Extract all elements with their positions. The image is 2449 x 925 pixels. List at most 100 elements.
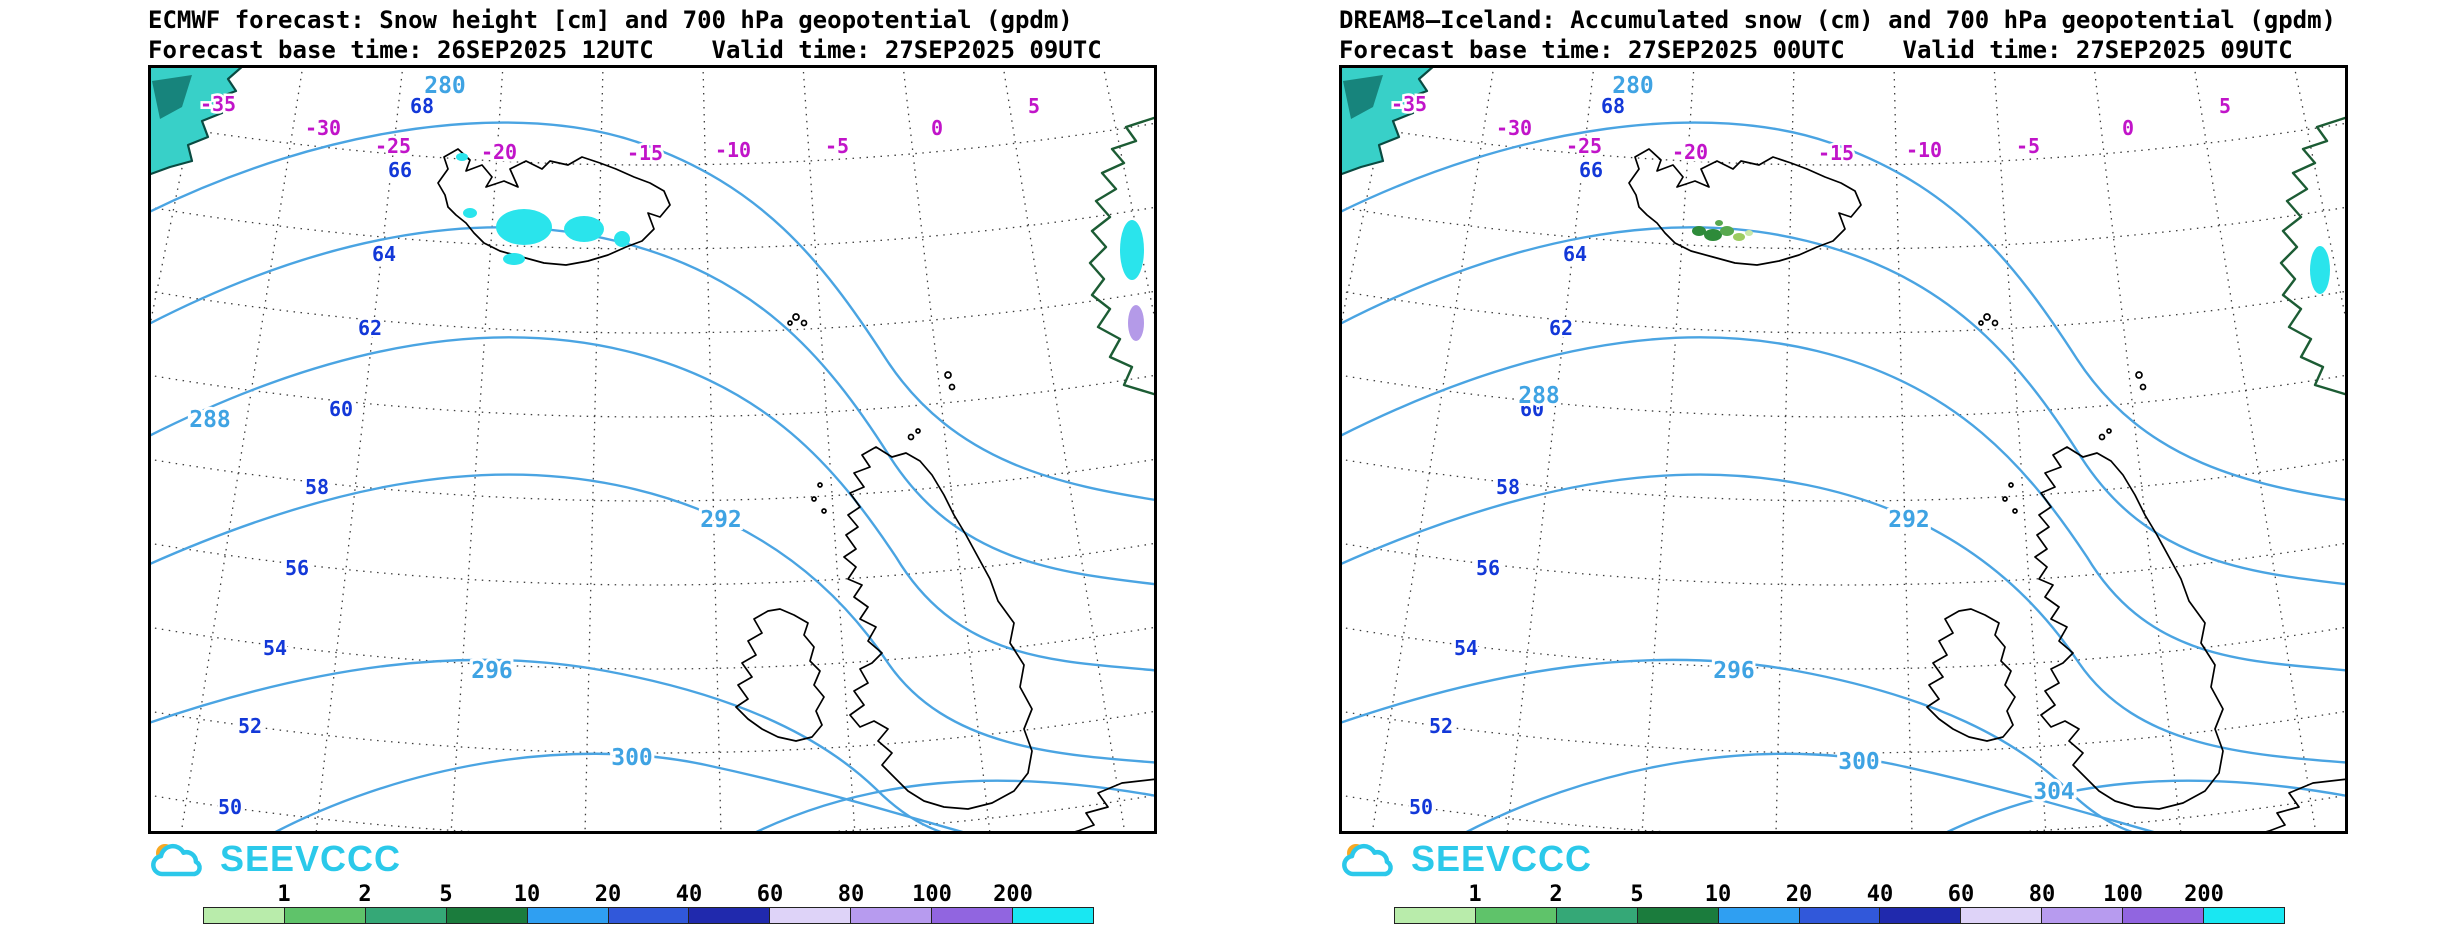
colorbar-tick: 80	[2028, 882, 2056, 907]
panel-title: DREAM8–Iceland: Accumulated snow (cm) an…	[1339, 6, 2336, 34]
longitude-label: -30	[1496, 116, 1532, 140]
longitude-label: 0	[2122, 116, 2134, 140]
colorbar-segment	[1880, 908, 1962, 923]
latitude-label: 60	[1520, 397, 1544, 421]
contour-label: 296	[471, 658, 513, 684]
colorbar-tick: 40	[675, 882, 703, 907]
map-frame	[1339, 65, 2348, 834]
latitude-label: 56	[285, 556, 309, 580]
colorbar-tick: 200	[993, 882, 1033, 907]
contour-label: 292	[1888, 507, 1930, 533]
snow-patch	[1692, 226, 1706, 236]
colorbar-segment	[689, 908, 771, 923]
colorbar-segment	[284, 908, 366, 923]
latitude-label: 66	[1579, 158, 1603, 182]
contour-label: 280	[424, 73, 466, 99]
longitude-label: -20	[481, 140, 517, 164]
colorbar-segment	[2042, 908, 2124, 923]
colorbar-tick: 60	[756, 882, 784, 907]
colorbar-tick: 20	[594, 882, 622, 907]
contour-label: 288	[1518, 383, 1560, 409]
colorbar-segment	[2123, 908, 2205, 923]
colorbar-tick: 2	[358, 882, 372, 907]
longitude-label: 5	[1028, 94, 1040, 118]
snow-colorbar: 1 2 5 10 20 40 60 80 100 200	[1394, 882, 2285, 924]
latitude-label: 52	[1429, 714, 1453, 738]
latitude-label: 58	[305, 475, 329, 499]
latitude-label: 62	[1549, 316, 1573, 340]
colorbar-ticks: 1 2 5 10 20 40 60 80 100 200	[203, 882, 1094, 907]
contour-label: 292	[700, 507, 742, 533]
colorbar-bar	[203, 907, 1094, 924]
longitude-label: 5	[2219, 94, 2231, 118]
latitude-label: 52	[238, 714, 262, 738]
longitude-label: -10	[1906, 138, 1942, 162]
latitude-label: 58	[1496, 475, 1520, 499]
logo-text: SEEVCCC	[220, 838, 402, 879]
contour-label: 304	[2033, 779, 2075, 805]
colorbar-segment	[608, 908, 690, 923]
colorbar-segment	[1637, 908, 1719, 923]
colorbar-tick: 100	[912, 882, 952, 907]
snow-patch	[456, 153, 468, 161]
snow-patch	[496, 209, 552, 245]
map-frame	[148, 65, 1157, 834]
colorbar-segment	[527, 908, 609, 923]
colorbar-tick: 200	[2184, 882, 2224, 907]
colorbar-tick: 2	[1549, 882, 1563, 907]
panel-dream8: DREAM8–Iceland: Accumulated snow (cm) an…	[1339, 0, 2348, 834]
longitude-label: -5	[825, 134, 849, 158]
contour-label: 300	[1838, 749, 1880, 775]
cloud-sun-icon	[151, 843, 202, 877]
latitude-label: 64	[372, 242, 396, 266]
longitude-label: -5	[2016, 134, 2040, 158]
longitude-label: -15	[1818, 141, 1854, 165]
colorbar-segment	[1395, 908, 1476, 923]
latitude-label: 66	[388, 158, 412, 182]
latitude-label: 56	[1476, 556, 1500, 580]
longitude-label: -35	[200, 92, 236, 116]
snow-patch	[564, 216, 604, 242]
snow-patch	[503, 253, 525, 265]
colorbar-segment	[2204, 908, 2284, 923]
snow-patch-norway	[1128, 305, 1144, 341]
panel-titles: DREAM8–Iceland: Accumulated snow (cm) an…	[1339, 0, 2348, 65]
colorbar-tick: 20	[1785, 882, 1813, 907]
longitude-label: -25	[375, 134, 411, 158]
longitude-label: 0	[931, 116, 943, 140]
colorbar-tick: 60	[1947, 882, 1975, 907]
latitude-label: 54	[263, 636, 287, 660]
longitude-label: -35	[1391, 92, 1427, 116]
colorbar-segment	[1556, 908, 1638, 923]
panel-ecmwf: ECMWF forecast: Snow height [cm] and 700…	[148, 0, 1157, 834]
colorbar-segment	[1799, 908, 1881, 923]
colorbar-tick: 1	[1468, 882, 1482, 907]
colorbar-tick: 10	[1704, 882, 1732, 907]
colorbar-segment	[770, 908, 852, 923]
colorbar-segment	[1475, 908, 1557, 923]
longitude-label: -30	[305, 116, 341, 140]
seevccc-logo: SEEVCCC	[148, 838, 401, 880]
snow-patch-norway	[2310, 246, 2330, 294]
colorbar-tick: 10	[513, 882, 541, 907]
panel-subtitle: Forecast base time: 26SEP2025 12UTC Vali…	[148, 36, 1102, 64]
latitude-label: 64	[1563, 242, 1587, 266]
panel-titles: ECMWF forecast: Snow height [cm] and 700…	[148, 0, 1157, 65]
seevccc-logo: SEEVCCC	[1339, 838, 1592, 880]
latitude-label: 54	[1454, 636, 1478, 660]
snow-patch	[1715, 220, 1723, 226]
colorbar-segment	[204, 908, 285, 923]
colorbar-tick: 100	[2103, 882, 2143, 907]
colorbar-ticks: 1 2 5 10 20 40 60 80 100 200	[1394, 882, 2285, 907]
colorbar-tick: 1	[277, 882, 291, 907]
latitude-label: 68	[1601, 94, 1625, 118]
latitude-label: 50	[1409, 795, 1433, 819]
colorbar-segment	[446, 908, 528, 923]
colorbar-tick: 40	[1866, 882, 1894, 907]
snow-patch	[1704, 229, 1722, 241]
colorbar-segment	[365, 908, 447, 923]
colorbar-segment	[1718, 908, 1800, 923]
panel-title: ECMWF forecast: Snow height [cm] and 700…	[148, 6, 1073, 34]
